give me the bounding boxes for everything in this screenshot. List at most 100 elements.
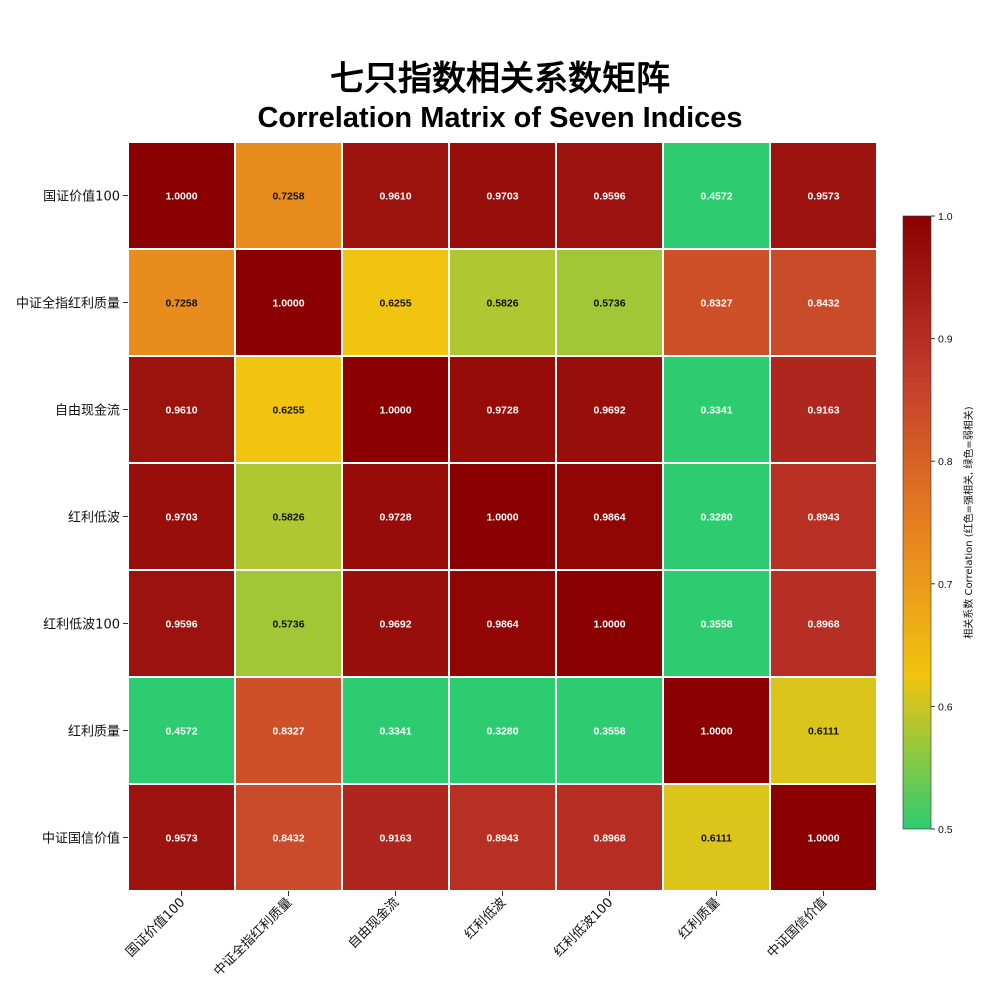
- cell-value-label: 0.8327: [700, 298, 732, 310]
- heatmap-cell: [662, 462, 771, 571]
- cell-value-label: 1.0000: [807, 833, 839, 845]
- heatmap-cell: [555, 355, 664, 464]
- cell-value-label: 0.6255: [379, 298, 411, 310]
- heatmap-cell: [448, 676, 557, 785]
- heatmap-cell: [127, 462, 236, 571]
- cell-value-label: 0.4572: [165, 726, 197, 738]
- heatmap-cell: [769, 462, 878, 571]
- column-tick-labels: 国证价值100 中证全指红利质量 自由现金流 红利低波 红利低波100 红利质量 中证国信价…: [123, 891, 830, 980]
- cell-value-label: 1.0000: [593, 619, 625, 631]
- heatmap-cell: [127, 141, 236, 250]
- heatmap-cell: [234, 462, 343, 571]
- cell-value-label: 0.8968: [593, 833, 625, 845]
- heatmap-cell: [234, 355, 343, 464]
- cell-value-label: 0.7258: [272, 191, 304, 203]
- column-tick-label: 红利低波: [461, 895, 509, 943]
- cell-value-label: 0.5736: [593, 298, 625, 310]
- cell-value-label: 0.3558: [593, 726, 625, 738]
- cell-value-label: 0.9692: [593, 405, 625, 417]
- column-tick-label: 自由现金流: [345, 895, 402, 952]
- heatmap-cell: [769, 355, 878, 464]
- colorbar-tick-label: 0.5: [938, 824, 953, 836]
- row-tick-label: 自由现金流: [55, 403, 120, 419]
- heatmap-cell: [555, 248, 664, 357]
- column-tick-label: 红利质量: [675, 895, 723, 943]
- heatmap-cell: [341, 141, 450, 250]
- cell-value-label: 0.4572: [700, 191, 732, 203]
- heatmap-cell: [769, 783, 878, 892]
- heatmap-cell: [341, 783, 450, 892]
- heatmap-cell: [234, 676, 343, 785]
- row-tick-label: 中证国信价值: [42, 831, 120, 847]
- colorbar-tick-label: 0.7: [938, 579, 953, 591]
- cell-value-label: 0.9610: [379, 191, 411, 203]
- chart-subtitle: Correlation Matrix of Seven Indices: [257, 102, 742, 134]
- cell-value-label: 0.9610: [165, 405, 197, 417]
- column-tick-label: 中证全指红利质量: [210, 895, 295, 980]
- colorbar-tick-label: 0.6: [938, 701, 953, 713]
- row-tick-label: 红利低波: [68, 510, 120, 526]
- cell-value-label: 0.9728: [379, 512, 411, 524]
- heatmap-cell: [127, 783, 236, 892]
- cell-value-label: 0.9703: [165, 512, 197, 524]
- cell-value-label: 1.0000: [379, 405, 411, 417]
- cell-value-label: 1.0000: [700, 726, 732, 738]
- cell-value-label: 0.8943: [486, 833, 518, 845]
- cell-value-label: 1.0000: [486, 512, 518, 524]
- cell-value-label: 0.9864: [486, 619, 518, 631]
- heatmap-cell: [769, 248, 878, 357]
- cell-value-label: 0.3558: [700, 619, 732, 631]
- cell-value-label: 0.6255: [272, 405, 304, 417]
- row-tick-label: 中证全指红利质量: [16, 296, 120, 312]
- cell-value-label: 0.9692: [379, 619, 411, 631]
- colorbar-tick-label: 1.0: [938, 211, 953, 223]
- heatmap-cell: [341, 248, 450, 357]
- cell-value-label: 0.9596: [593, 191, 625, 203]
- cell-value-label: 0.9573: [165, 833, 197, 845]
- heatmap-cell: [448, 783, 557, 892]
- cell-value-label: 1.0000: [272, 298, 304, 310]
- cell-value-label: 0.8432: [272, 833, 304, 845]
- cell-value-label: 0.8943: [807, 512, 839, 524]
- cell-value-label: 0.9163: [807, 405, 839, 417]
- colorbar-tick-label: 0.8: [938, 456, 953, 468]
- row-tick-label: 红利质量: [68, 724, 120, 740]
- cell-value-label: 0.5826: [272, 512, 304, 524]
- column-tick-label: 国证价值100: [123, 895, 189, 961]
- cell-value-label: 0.3280: [700, 512, 732, 524]
- column-tick-label: 红利低波100: [551, 895, 617, 961]
- cell-value-label: 0.9596: [165, 619, 197, 631]
- row-tick-label: 红利低波100: [43, 617, 120, 633]
- heatmap-cell: [234, 141, 343, 250]
- heatmap-cell: [555, 783, 664, 892]
- cell-value-label: 0.3341: [700, 405, 732, 417]
- cell-value-label: 0.5826: [486, 298, 518, 310]
- colorbar-tick-label: 0.9: [938, 334, 953, 346]
- heatmap-cell: [662, 141, 771, 250]
- cell-value-label: 0.3280: [486, 726, 518, 738]
- heatmap-cell: [769, 676, 878, 785]
- cell-value-label: 0.8432: [807, 298, 839, 310]
- row-tick-label: 国证价值100: [43, 189, 120, 205]
- cell-value-label: 0.8327: [272, 726, 304, 738]
- cell-value-label: 0.9573: [807, 191, 839, 203]
- cell-value-label: 0.7258: [165, 298, 197, 310]
- heatmap-cell: [127, 676, 236, 785]
- heatmap-cell: [341, 569, 450, 678]
- cell-value-label: 0.5736: [272, 619, 304, 631]
- heatmap-cell: [555, 676, 664, 785]
- cell-value-label: 0.3341: [379, 726, 411, 738]
- heatmap-cells: 1.0000 0.7258 0.9610 0.9703 0.9596 0.4572 0.95…: [127, 141, 878, 892]
- heatmap-cell: [448, 462, 557, 571]
- heatmap-cell: [341, 355, 450, 464]
- cell-value-label: 0.9728: [486, 405, 518, 417]
- heatmap-cell: [662, 355, 771, 464]
- cell-value-label: 0.9163: [379, 833, 411, 845]
- column-tick-label: 中证国信价值: [764, 895, 830, 961]
- colorbar: [902, 215, 932, 830]
- heatmap-cell: [448, 355, 557, 464]
- colorbar-label: 相关系数 Correlation (红色=强相关, 绿色=弱相关): [962, 406, 975, 639]
- cell-value-label: 0.9703: [486, 191, 518, 203]
